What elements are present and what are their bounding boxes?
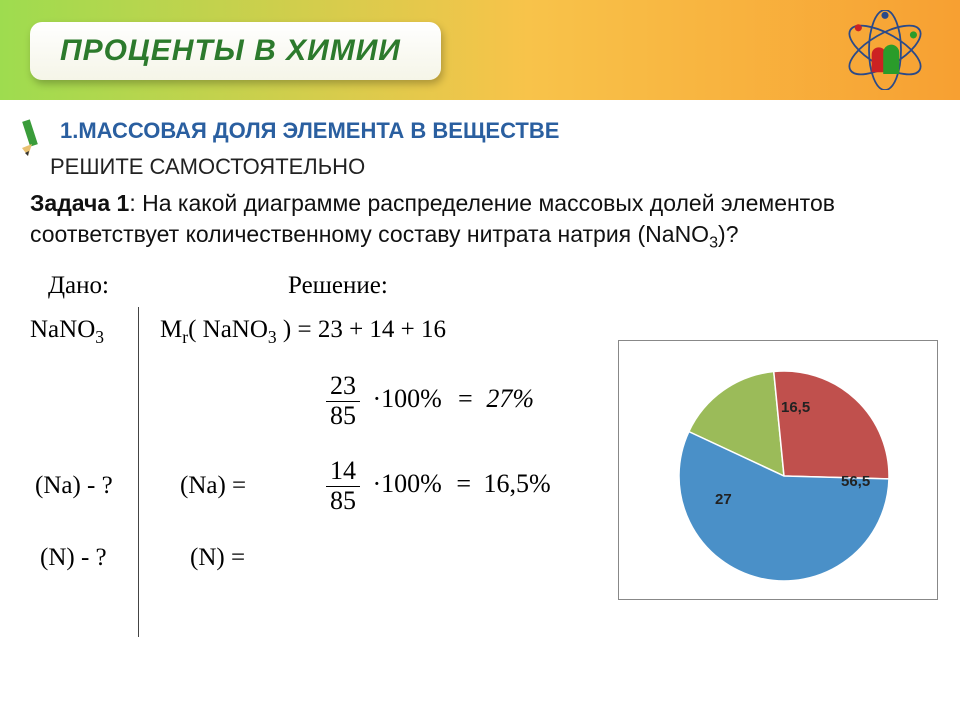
- solution-label: Решение:: [288, 272, 388, 300]
- na-unknown: (Na) - ?: [35, 472, 113, 500]
- task-sub: 3: [709, 234, 718, 252]
- pie-chart-box: 16,5 56,5 27: [618, 340, 938, 600]
- task-label: Задача 1: [30, 190, 129, 216]
- content-area: 1.МАССОВАЯ ДОЛЯ ЭЛЕМЕНТА В ВЕЩЕСТВЕ РЕШИ…: [0, 100, 960, 254]
- fraction-n: 14 85 ·100% = 16,5%: [320, 457, 551, 515]
- fraction-2: 14 85: [326, 457, 360, 515]
- task-text: Задача 1: На какой диаграмме распределен…: [30, 188, 930, 254]
- pie-label-56-5: 56,5: [841, 473, 870, 490]
- compound-formula: NaNO3: [30, 316, 104, 348]
- mr-expression: Mr( NaNO3 ) = 23 + 14 + 16: [160, 316, 446, 348]
- n-equals: (N) =: [190, 544, 245, 572]
- pencil-icon: [18, 118, 46, 158]
- subtitle: 1.МАССОВАЯ ДОЛЯ ЭЛЕМЕНТА В ВЕЩЕСТВЕ: [60, 118, 930, 144]
- pie-label-16-5: 16,5: [781, 399, 810, 416]
- na-equals: (Na) =: [180, 472, 246, 500]
- n-unknown: (N) - ?: [40, 544, 107, 572]
- page-title: ПРОЦЕНТЫ В ХИМИИ: [60, 34, 401, 68]
- solve-yourself-line: РЕШИТЕ САМОСТОЯТЕЛЬНО: [50, 154, 930, 180]
- fraction-na: 23 85 ·100% = 27%: [320, 372, 534, 430]
- pie-label-27: 27: [715, 491, 732, 508]
- title-pill: ПРОЦЕНТЫ В ХИМИИ: [30, 22, 441, 80]
- atom-icon: [840, 10, 930, 90]
- given-label: Дано:: [48, 272, 109, 300]
- fraction-1: 23 85: [326, 372, 360, 430]
- header-band: ПРОЦЕНТЫ В ХИМИИ: [0, 0, 960, 100]
- divider-line: [138, 307, 139, 637]
- task-tail: )?: [718, 221, 738, 247]
